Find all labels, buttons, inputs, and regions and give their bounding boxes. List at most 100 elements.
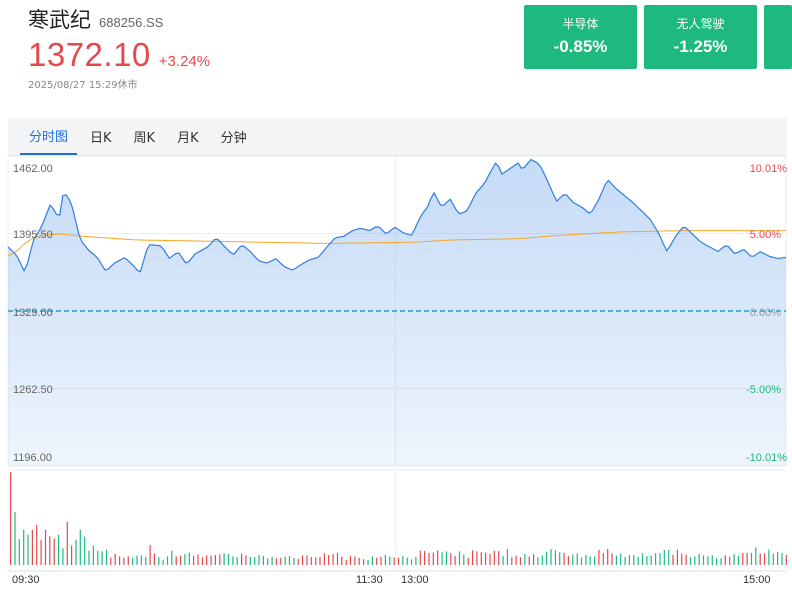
volume-bar <box>380 556 382 565</box>
volume-bar <box>393 557 395 565</box>
volume-bar <box>97 550 99 565</box>
volume-bar <box>323 553 325 565</box>
volume-bar <box>371 556 373 565</box>
volume-bar <box>336 552 339 565</box>
volume-bar <box>441 552 443 565</box>
volume-bar <box>402 556 404 565</box>
volume-bar <box>153 553 155 565</box>
volume-bar <box>585 555 587 565</box>
volume-bar <box>232 556 234 565</box>
tab-minute[interactable]: 分钟 <box>220 131 247 146</box>
sector-card-autonomous-driving[interactable]: 无人驾驶 -1.25% <box>644 5 757 69</box>
volume-bar <box>62 548 64 565</box>
price-line <box>7 158 787 273</box>
volume-bar <box>716 558 718 565</box>
volume-bar <box>489 554 491 565</box>
volume-bar <box>410 559 413 565</box>
volume-bar <box>419 550 421 565</box>
volume-bar <box>349 556 352 565</box>
volume-bar <box>367 560 369 565</box>
volume-bar <box>554 550 556 565</box>
volume-bar <box>310 557 312 565</box>
volume-bar <box>476 551 478 565</box>
volume-bar <box>345 560 347 565</box>
volume-bar <box>180 555 182 565</box>
volume-bar <box>759 553 761 565</box>
volume-bar <box>607 548 609 565</box>
volume-bar <box>698 554 700 565</box>
y-tick-label: 1329.00 <box>13 307 53 319</box>
volume-bar <box>88 550 90 565</box>
volume-bar <box>458 551 461 565</box>
volume-bar <box>258 555 260 565</box>
volume-bar <box>720 558 722 565</box>
sector-name: 半导体 <box>562 17 599 31</box>
volume-bar <box>175 556 177 565</box>
volume-bar <box>659 553 661 565</box>
volume-bar <box>572 554 574 565</box>
volume-bar <box>524 554 526 565</box>
volume-bar <box>105 549 108 565</box>
volume-bar <box>415 556 417 565</box>
volume-bar <box>158 557 160 565</box>
sector-card-partial[interactable] <box>764 5 792 69</box>
volume-bar <box>755 547 757 565</box>
volume-bar <box>742 552 744 565</box>
sector-name: 无人驾驶 <box>676 17 725 31</box>
tab-monthly-k[interactable]: 月K <box>177 131 199 146</box>
volume-bar <box>79 529 81 565</box>
percent-axis-labels: 10.01% 5.00% 0.00% -5.00% -10.01% <box>746 163 787 464</box>
volume-bar <box>537 557 539 565</box>
volume-bar <box>306 555 308 565</box>
volume-bar <box>227 553 230 565</box>
volume-bar <box>467 557 469 565</box>
volume-bar <box>785 554 787 565</box>
sector-card-semiconductor[interactable]: 半导体 -0.85% <box>524 5 637 69</box>
volume-bar <box>472 550 474 565</box>
volume-bar <box>354 556 356 565</box>
volume-bar <box>136 555 138 565</box>
pct-tick-label: -5.00% <box>746 384 781 396</box>
volume-bar <box>646 555 648 565</box>
volume-bar <box>114 554 116 565</box>
pct-tick-label: 0.00% <box>750 307 781 319</box>
volume-bar <box>533 554 535 565</box>
stock-header: 寒武纪 688256.SS 1372.10 +3.24% 2025/08/27 … <box>28 4 508 104</box>
volume-bar <box>445 551 447 565</box>
volume-bar <box>315 557 317 565</box>
volume-bar <box>397 557 400 565</box>
volume-bar <box>92 545 94 565</box>
pct-tick-label: 5.00% <box>750 229 781 241</box>
volume-bar <box>267 558 269 565</box>
volume-bar <box>363 559 365 565</box>
volume-bar <box>214 555 216 565</box>
tab-weekly-k[interactable]: 周K <box>133 131 156 146</box>
volume-bar <box>280 557 282 565</box>
volume-bar <box>31 530 33 565</box>
volume-bar <box>341 556 343 565</box>
volume-bar <box>10 472 12 565</box>
volume-bar <box>288 556 291 565</box>
volume-bar <box>676 549 678 565</box>
volume-bar <box>275 558 277 565</box>
volume-bar <box>376 557 378 565</box>
volume-bar <box>23 529 25 565</box>
volume-bar <box>119 556 121 565</box>
volume-bar <box>724 555 726 565</box>
volume-bar <box>284 556 286 565</box>
volume-bar <box>188 552 190 565</box>
volume-bar <box>502 556 504 565</box>
chart-tab-bar: 分时图 日K 周K 月K 分钟 <box>8 118 787 156</box>
tab-intraday[interactable]: 分时图 <box>20 118 78 155</box>
volume-bar <box>319 556 321 565</box>
volume-bar <box>624 556 626 565</box>
tab-daily-k[interactable]: 日K <box>90 131 112 146</box>
volume-bar <box>219 554 221 565</box>
volume-bar <box>428 552 430 565</box>
volume-bar <box>406 557 408 565</box>
volume-bar <box>781 552 783 565</box>
volume-bar <box>297 558 299 565</box>
volume-bar <box>672 554 674 565</box>
volume-bar <box>685 554 687 565</box>
intraday-chart[interactable]: 1462.00 1395.50 1329.00 1262.50 1196.00 … <box>0 156 792 596</box>
